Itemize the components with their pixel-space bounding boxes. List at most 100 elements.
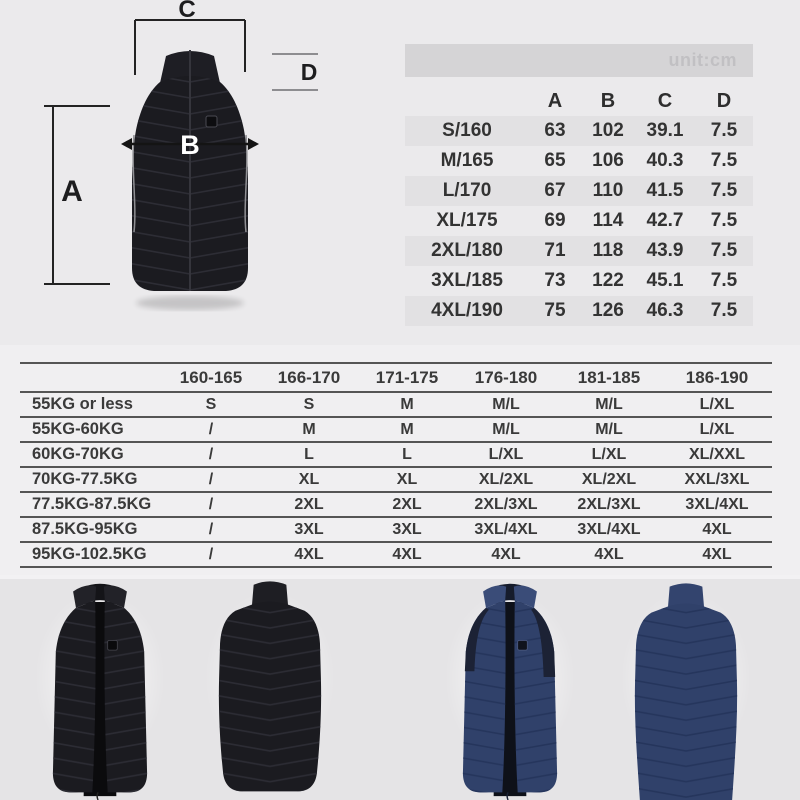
dim-line-d	[272, 53, 318, 91]
cell: 7.5	[710, 210, 738, 231]
cell: 7.5	[710, 270, 738, 291]
header-cell: 166-170	[260, 363, 358, 393]
table-row: 55KG or less S S M M/L M/L L/XL	[20, 392, 772, 418]
cell: L	[358, 442, 456, 468]
header-cell: B	[600, 89, 616, 112]
cell: 114	[592, 210, 624, 231]
fit-table: 160-165 166-170 171-175 176-180 181-185 …	[20, 362, 772, 568]
cell: /	[162, 417, 260, 443]
cell: 2XL/3XL	[456, 492, 556, 518]
table-row: XL/175 69 114 42.7 7.5	[405, 206, 753, 236]
cell: M/L	[456, 392, 556, 418]
navy-vest-front-photo	[432, 573, 588, 800]
cell: 2XL	[358, 492, 456, 518]
fit-table-section: 160-165 166-170 171-175 176-180 181-185 …	[0, 345, 800, 575]
table-row: 77.5KG-87.5KG/2XL 2XL 2XL/3XL 2XL/3XL 3XL/4X…	[20, 492, 772, 518]
table-row: S/160 63 102 39.1 7.5	[405, 116, 753, 146]
cell: 69	[544, 210, 566, 231]
cell: 4XL	[556, 542, 662, 568]
cell: /	[162, 542, 260, 568]
cell: 4XL	[662, 517, 772, 543]
cell: M	[260, 417, 358, 443]
cell: 45.1	[646, 270, 684, 291]
right-drawcord	[244, 134, 248, 233]
black-vest-front-svg	[52, 583, 148, 800]
unit-label: unit:cm	[668, 50, 737, 70]
cell: 7.5	[710, 120, 738, 141]
cell: L	[260, 442, 358, 468]
table-row: 95KG-102.5KG/4XL 4XL 4XL 4XL 4XL	[20, 542, 772, 568]
vest-measurement-diagram: C D A B	[0, 0, 400, 345]
cell: 87.5KG-95KG	[20, 517, 162, 543]
table-row: 70KG-77.5KG / XL XL XL/2XL XL/2XL XXL/3XL	[20, 467, 772, 493]
cell: XL	[260, 467, 358, 493]
cell: 7.5	[710, 300, 738, 321]
left-drawcord	[132, 134, 136, 233]
size-table-panel: unit:cm A B C D S/160 63 102 39.1 7.5 M/165 6…	[405, 44, 753, 326]
table-row: 4XL/190 75 126 46.3 7.5	[405, 296, 753, 326]
cell: M	[358, 417, 456, 443]
black-vest-front-photo	[22, 573, 178, 800]
cell: 3XL/4XL	[456, 517, 556, 543]
cell: XL/XXL	[662, 442, 772, 468]
header-cell	[405, 86, 529, 116]
cell: XL/2XL	[456, 467, 556, 493]
vest-shadow	[136, 296, 244, 310]
cell: 4XL	[662, 542, 772, 568]
cell: 7.5	[710, 150, 738, 171]
table-row: L/170 67 110 41.5 7.5	[405, 176, 753, 206]
cell: 3XL	[260, 517, 358, 543]
cell: 67	[544, 180, 566, 201]
cell: 95KG-102.5KG	[20, 542, 162, 568]
cell: 2XL	[260, 492, 358, 518]
size-table: A B C D S/160 63 102 39.1 7.5 M/165 65 106 40.3…	[405, 86, 753, 326]
cell: 63	[544, 120, 566, 141]
black-vest-back-photo	[192, 573, 348, 800]
navy-vest-back-svg	[634, 583, 738, 800]
size-table-header-row: A B C D	[405, 86, 753, 116]
cell: L/XL	[662, 392, 772, 418]
cell: 4XL	[456, 542, 556, 568]
cell: 55KG or less	[20, 392, 162, 418]
table-row: 2XL/180 71 118 43.9 7.5	[405, 236, 753, 266]
navy-vest-back-photo	[608, 573, 764, 800]
header-cell: A	[547, 89, 563, 112]
cell: /	[162, 492, 260, 518]
cell: 2XL/3XL	[556, 492, 662, 518]
dim-label-b: B	[180, 130, 200, 160]
cell: 39.1	[646, 120, 684, 141]
dim-label-a: A	[61, 175, 83, 208]
cell: 110	[592, 180, 624, 201]
vest-front-illustration	[132, 50, 248, 291]
cell: 118	[592, 240, 624, 261]
navy-vest-front-svg	[462, 583, 558, 800]
cell: 42.7	[646, 210, 684, 231]
cell: 2XL/180	[431, 240, 503, 261]
table-row: 3XL/185 73 122 45.1 7.5	[405, 266, 753, 296]
cell: L/170	[442, 180, 492, 201]
cell: 7.5	[710, 240, 738, 261]
header-cell	[20, 363, 162, 393]
cell: 4XL	[358, 542, 456, 568]
cell: 4XL/190	[431, 300, 503, 321]
cell: M/L	[456, 417, 556, 443]
dim-label-c: C	[178, 0, 195, 23]
cell: 65	[544, 150, 566, 171]
cell: 60KG-70KG	[20, 442, 162, 468]
header-cell: 176-180	[456, 363, 556, 393]
header-cell: 171-175	[358, 363, 456, 393]
cell: 7.5	[710, 180, 738, 201]
cell: 126	[592, 300, 624, 321]
product-gallery	[0, 573, 800, 800]
cell: 77.5KG-87.5KG	[20, 492, 162, 518]
cell: 71	[544, 240, 566, 261]
dim-label-d: D	[301, 59, 318, 85]
cell: 122	[592, 270, 624, 291]
cell: 4XL	[260, 542, 358, 568]
cell: L/XL	[456, 442, 556, 468]
cell: M/L	[556, 417, 662, 443]
cell: L/XL	[556, 442, 662, 468]
cell: 73	[544, 270, 566, 291]
dim-line-c	[134, 19, 246, 75]
fit-table-header-row: 160-165 166-170 171-175 176-180 181-185 …	[20, 363, 772, 393]
